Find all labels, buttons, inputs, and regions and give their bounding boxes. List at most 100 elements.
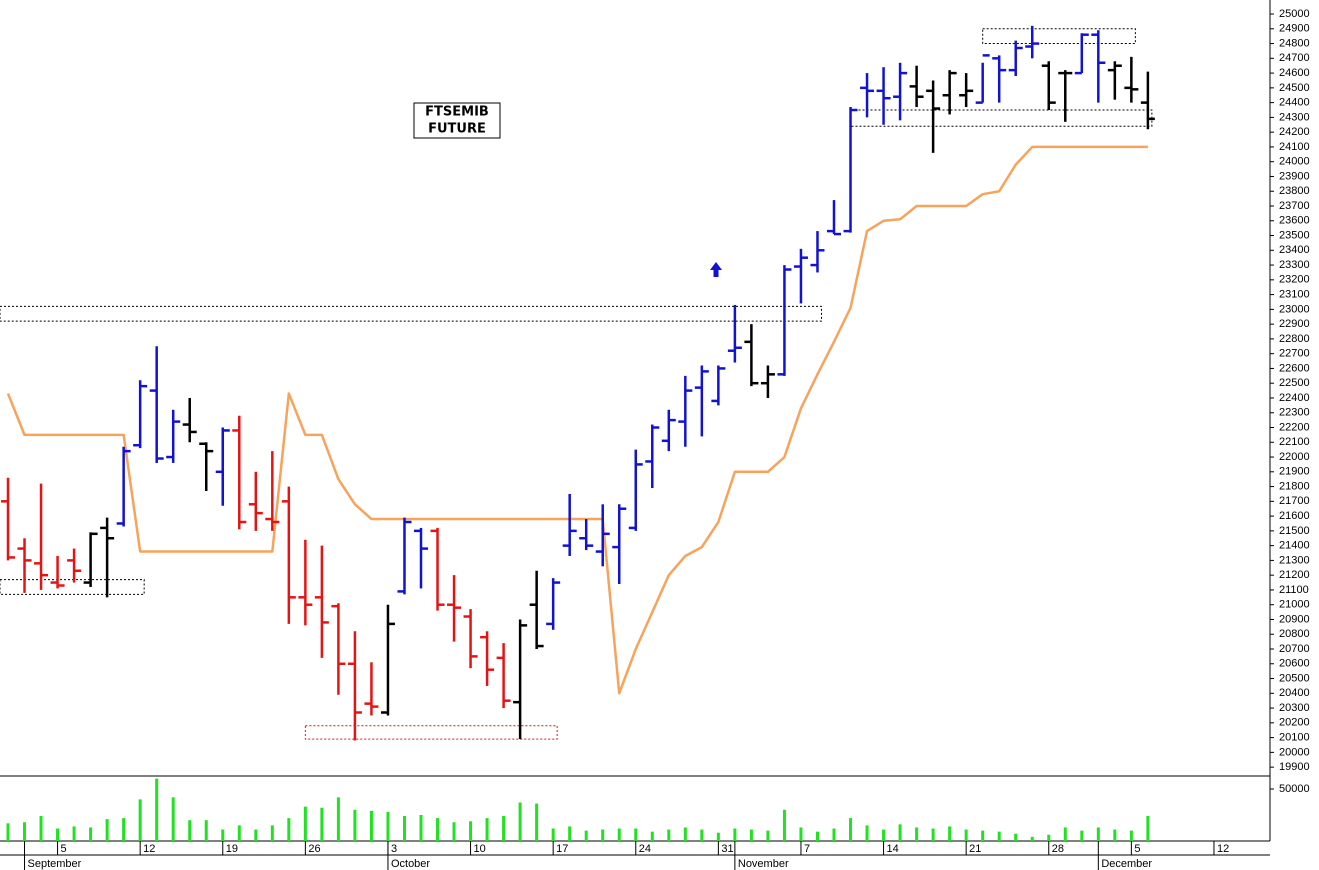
x-tick-label: 5 — [61, 843, 67, 855]
y-tick-label: 24800 — [1279, 37, 1310, 49]
volume-bar — [56, 828, 60, 841]
volume-bar — [254, 829, 258, 841]
volume-bar — [502, 816, 506, 841]
y-tick-label: 23500 — [1279, 229, 1310, 241]
volume-bar — [749, 829, 753, 841]
volume-bar — [931, 828, 935, 841]
y-tick-label: 24900 — [1279, 23, 1310, 35]
x-tick-label: 26 — [308, 843, 320, 855]
volume-bar — [948, 826, 952, 841]
x-tick-label: 14 — [887, 843, 899, 855]
volume-bar — [551, 828, 555, 841]
y-tick-label: 24000 — [1279, 156, 1310, 168]
y-tick-label: 21200 — [1279, 569, 1310, 581]
x-tick-label: 21 — [969, 843, 981, 855]
x-tick-label: 31 — [721, 843, 733, 855]
annotation: FUTURE — [428, 122, 486, 137]
y-tick-label: 23400 — [1279, 244, 1310, 256]
month-label: December — [1101, 858, 1152, 870]
volume-bar — [369, 810, 373, 841]
level-zone — [0, 579, 145, 595]
volume-bar — [849, 818, 853, 841]
volume-bar — [1096, 827, 1100, 841]
y-tick-label: 24700 — [1279, 52, 1310, 64]
y-tick-label: 22100 — [1279, 436, 1310, 448]
y-tick-label: 24200 — [1279, 126, 1310, 138]
volume-bar — [981, 830, 985, 841]
volume-bar — [402, 816, 406, 841]
y-tick-label: 20200 — [1279, 717, 1310, 729]
y-tick-label: 20100 — [1279, 732, 1310, 744]
volume-bar — [733, 828, 737, 841]
volume-bar — [882, 829, 886, 841]
annotation-box — [413, 102, 501, 139]
y-tick-label: 20500 — [1279, 672, 1310, 684]
volume-bar — [270, 825, 274, 841]
y-tick-label: 21000 — [1279, 599, 1310, 611]
y-tick-label: 22700 — [1279, 348, 1310, 360]
y-tick-label: 23300 — [1279, 259, 1310, 271]
volume-bar — [1014, 833, 1018, 841]
volume-bar — [832, 828, 836, 841]
y-tick-label: 23600 — [1279, 215, 1310, 227]
volume-bar — [865, 825, 869, 841]
level-zone — [0, 305, 822, 322]
volume-bar — [650, 831, 654, 841]
annotation: FTSEMIB — [425, 105, 489, 120]
y-tick-label: 24600 — [1279, 67, 1310, 79]
y-tick-label: 22000 — [1279, 451, 1310, 463]
volume-bar — [535, 803, 539, 841]
y-tick-label: 23700 — [1279, 200, 1310, 212]
volume-bar — [155, 778, 159, 841]
y-tick-label: 20300 — [1279, 702, 1310, 714]
y-tick-label: 21600 — [1279, 510, 1310, 522]
y-tick-label: 24500 — [1279, 82, 1310, 94]
volume-bar — [485, 818, 489, 841]
x-tick-label: 10 — [474, 843, 486, 855]
y-tick-label: 23200 — [1279, 274, 1310, 286]
volume-bar — [105, 819, 109, 841]
volume-bar — [700, 829, 704, 841]
y-tick-label: 21400 — [1279, 540, 1310, 552]
volume-bar — [1080, 830, 1084, 841]
volume-bar — [303, 806, 307, 841]
volume-bar — [23, 822, 27, 841]
volume-bar — [122, 818, 126, 841]
y-tick-label: 19900 — [1279, 761, 1310, 773]
volume-bar — [221, 829, 225, 841]
volume-bar — [336, 797, 340, 841]
volume-bar — [469, 821, 473, 841]
stop-line — [6, 145, 1148, 695]
volume-bar — [898, 824, 902, 841]
level-zone — [304, 725, 558, 740]
x-tick-label: 12 — [1217, 843, 1229, 855]
volume-bar — [601, 829, 605, 841]
volume-bar — [171, 797, 175, 841]
y-tick-label: 24100 — [1279, 141, 1310, 153]
volume-bar — [1063, 827, 1067, 841]
volume-bar — [568, 826, 572, 841]
volume-bar — [617, 828, 621, 841]
y-tick-label: 20000 — [1279, 746, 1310, 758]
y-tick-label: 23800 — [1279, 185, 1310, 197]
volume-bar — [634, 828, 638, 841]
volume-bar — [964, 829, 968, 841]
volume-bar — [353, 809, 357, 841]
volume-bar — [766, 830, 770, 841]
y-tick-label: 22600 — [1279, 362, 1310, 374]
volume-bar — [419, 815, 423, 841]
y-tick-label: 21900 — [1279, 466, 1310, 478]
volume-bar — [204, 820, 208, 841]
volume-bar — [667, 829, 671, 841]
month-label: September — [28, 858, 82, 870]
volume-bar — [138, 799, 142, 841]
y-tick-label: 23100 — [1279, 289, 1310, 301]
volume-bar — [436, 818, 440, 841]
level-zone — [982, 28, 1136, 45]
y-tick-label: 21100 — [1279, 584, 1309, 596]
y-tick-label: 24300 — [1279, 111, 1310, 123]
x-tick-label: 19 — [226, 843, 238, 855]
y-tick-label: 25000 — [1279, 8, 1310, 20]
y-tick-label: 22800 — [1279, 333, 1310, 345]
